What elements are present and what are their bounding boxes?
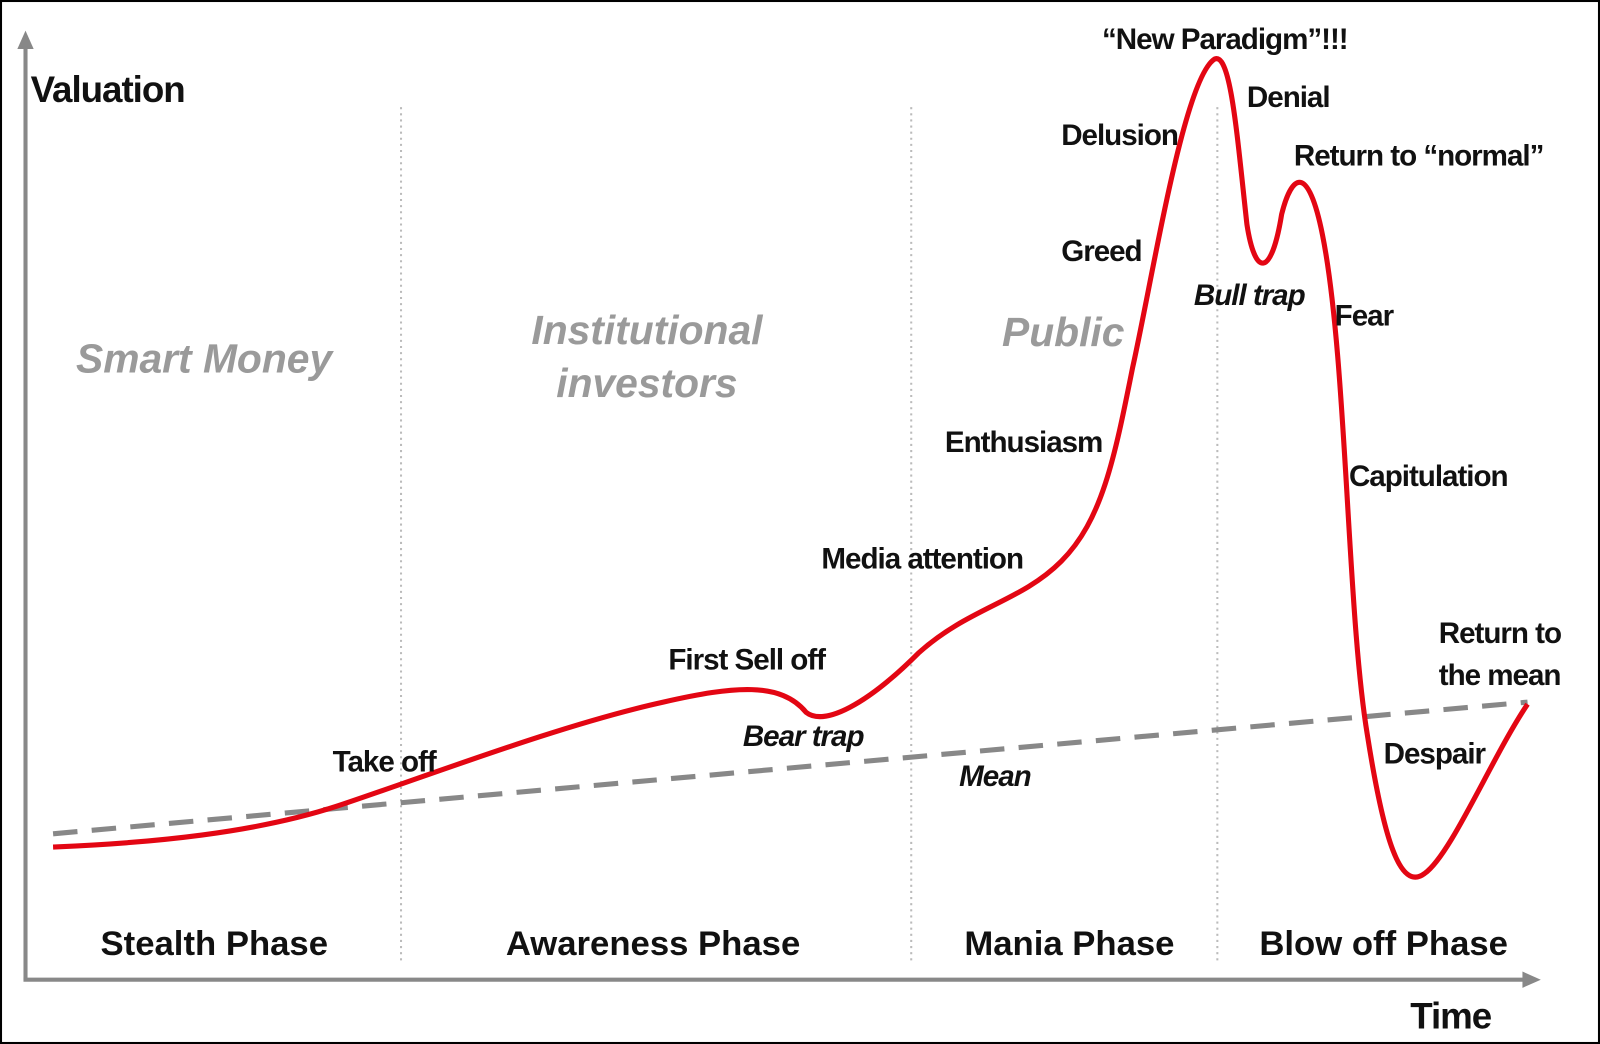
annotation: Bull trap xyxy=(1194,279,1306,312)
annotation: Fear xyxy=(1335,300,1395,333)
annotation: the mean xyxy=(1439,659,1561,692)
annotation: Take off xyxy=(333,746,437,779)
phase-label: Awareness Phase xyxy=(506,925,800,963)
phase-label: Mania Phase xyxy=(964,925,1174,963)
annotation: Return to xyxy=(1439,617,1561,650)
annotation: Despair xyxy=(1384,737,1487,770)
phase-label: Stealth Phase xyxy=(101,925,328,963)
phase-separators xyxy=(400,107,1219,965)
annotation: Mean xyxy=(959,760,1031,793)
participant-label: investors xyxy=(556,360,737,406)
annotation: Delusion xyxy=(1061,119,1178,152)
x-arrow xyxy=(1522,971,1541,988)
y-arrow xyxy=(17,30,34,49)
annotation: “New Paradigm”!!! xyxy=(1102,23,1348,56)
annotation: Enthusiasm xyxy=(945,426,1102,459)
annotation: Media attention xyxy=(821,542,1023,575)
axes xyxy=(17,30,1541,988)
participant-label: Institutional xyxy=(531,307,764,353)
participant-label: Smart Money xyxy=(76,335,334,381)
annotation: Bear trap xyxy=(743,720,865,753)
annotation: Return to “normal” xyxy=(1294,139,1543,172)
x-axis-label: Time xyxy=(1410,996,1492,1037)
y-axis-label: Valuation xyxy=(31,69,185,110)
mean-line xyxy=(52,699,1528,837)
participant-label: Public xyxy=(1002,309,1125,355)
annotation: Greed xyxy=(1061,235,1141,268)
annotation: Capitulation xyxy=(1349,460,1508,493)
valuation-curve xyxy=(52,56,1530,880)
annotation: Denial xyxy=(1247,81,1330,114)
annotation: First Sell off xyxy=(668,643,826,676)
phase-label: Blow off Phase xyxy=(1259,925,1508,963)
